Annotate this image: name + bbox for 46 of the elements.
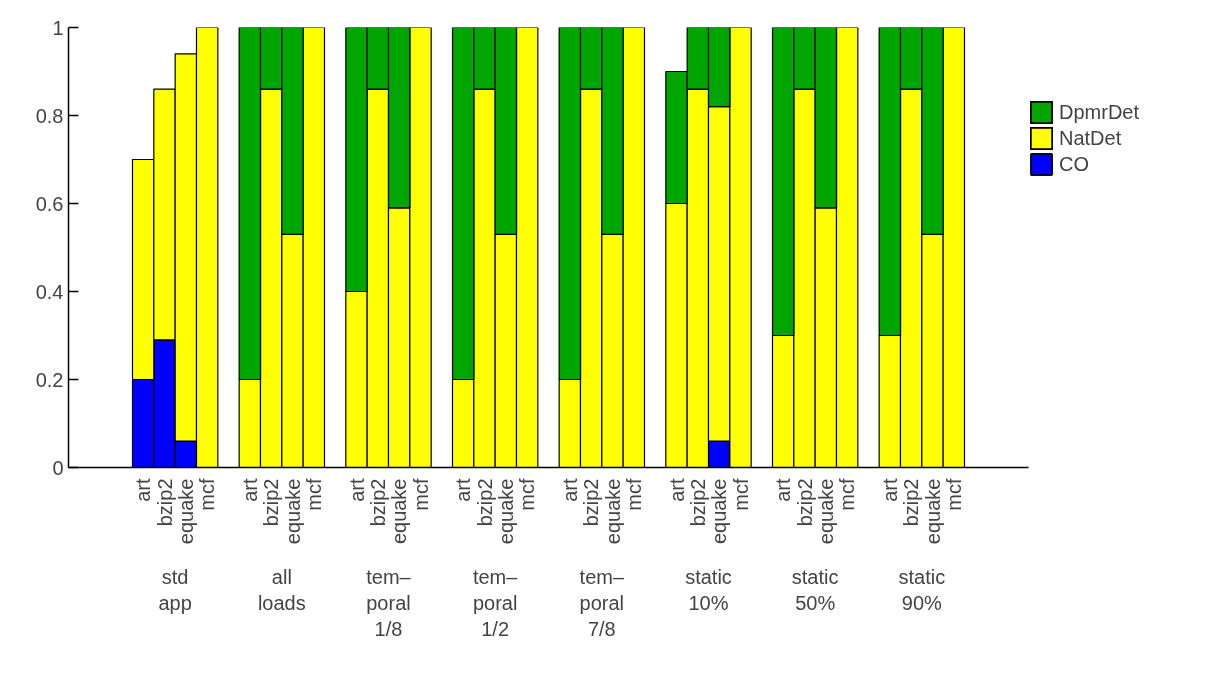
x-tick-label: equake xyxy=(601,478,624,545)
x-tick-label: equake xyxy=(921,478,944,545)
x-tick-label: mcf xyxy=(622,478,645,511)
y-tick-label: 0.4 xyxy=(35,280,64,303)
y-tick-label: 1 xyxy=(52,16,64,39)
x-tick-label: mcf xyxy=(729,478,752,511)
x-tick-label: mcf xyxy=(942,478,965,511)
x-tick-label: bzip2 xyxy=(153,478,176,527)
x-tick-label: bzip2 xyxy=(580,478,603,527)
text: static 90% xyxy=(898,565,946,614)
x-tick-label: art xyxy=(132,478,155,502)
x-tick-label: bzip2 xyxy=(473,478,496,527)
y-tick-label: 0.6 xyxy=(35,192,64,215)
x-tick-label: equake xyxy=(388,478,411,545)
y-tick-label: 0 xyxy=(52,456,64,479)
x-tick-label: mcf xyxy=(409,478,432,511)
x-tick-label: equake xyxy=(281,478,304,545)
x-tick-label: art xyxy=(878,478,901,502)
x-tick-label: bzip2 xyxy=(900,478,923,527)
x-tick-label: art xyxy=(772,478,795,502)
x-tick-label: bzip2 xyxy=(686,478,709,527)
y-tick-label: 0.8 xyxy=(35,104,64,127)
x-tick-label: art xyxy=(345,478,368,502)
legend-label: DpmrDet xyxy=(1059,100,1140,124)
x-tick-label: bzip2 xyxy=(366,478,389,527)
legend-label: CO xyxy=(1059,152,1089,176)
x-tick-label: bzip2 xyxy=(260,478,283,527)
text: static 50% xyxy=(791,565,839,614)
x-tick-label: mcf xyxy=(302,478,325,511)
text: tem– poral 1/8 xyxy=(366,565,412,641)
x-tick-label: bzip2 xyxy=(793,478,816,527)
x-tick-label: mcf xyxy=(836,478,859,511)
text: std app xyxy=(158,565,192,614)
x-tick-label: equake xyxy=(708,478,731,545)
x-tick-label: art xyxy=(665,478,688,502)
x-tick-label: art xyxy=(452,478,475,502)
legend-label: NatDet xyxy=(1059,126,1122,150)
y-tick-label: 0.2 xyxy=(35,368,64,391)
x-tick-label: mcf xyxy=(516,478,539,511)
text: tem– poral 7/8 xyxy=(579,565,625,641)
text: tem– poral 1/2 xyxy=(472,565,519,641)
text: all loads xyxy=(257,565,306,614)
x-tick-label: mcf xyxy=(196,478,219,511)
text: static 10% xyxy=(685,565,732,614)
x-tick-label: art xyxy=(558,478,581,502)
x-tick-label: art xyxy=(238,478,261,502)
